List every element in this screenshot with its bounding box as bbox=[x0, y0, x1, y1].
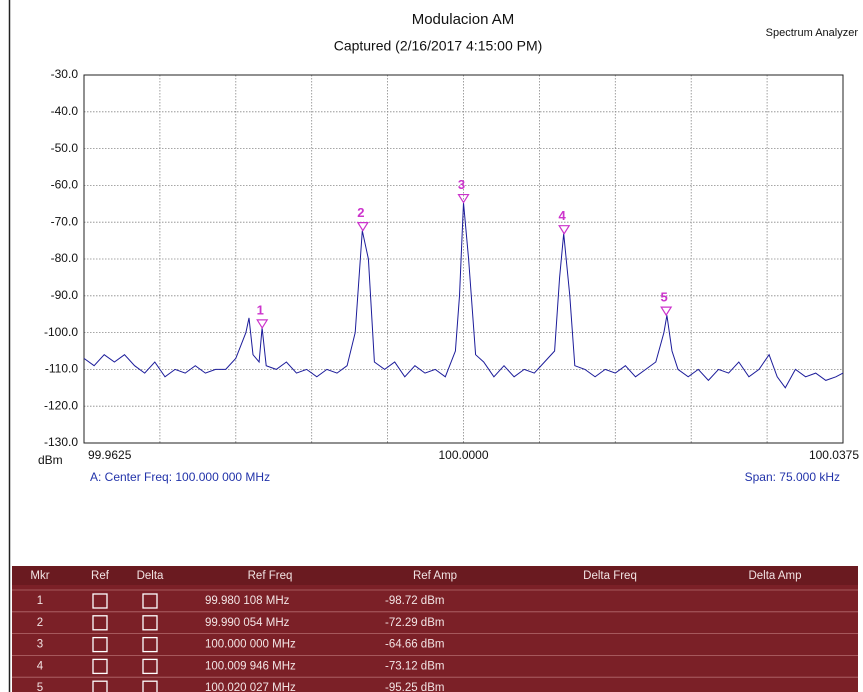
ref-checkbox[interactable] bbox=[92, 593, 108, 609]
delta-checkbox[interactable] bbox=[142, 593, 158, 609]
column-header: Mkr bbox=[30, 570, 49, 582]
marker-label: 1 bbox=[257, 302, 264, 317]
column-header: Ref Freq bbox=[248, 570, 293, 582]
table-header bbox=[12, 566, 858, 585]
chart-title: Modulacion AM bbox=[412, 11, 515, 28]
ref-freq: 100.000 000 MHz bbox=[205, 639, 296, 651]
marker-label: 5 bbox=[661, 290, 668, 305]
y-tick-label: -130.0 bbox=[44, 435, 78, 449]
marker-label: 3 bbox=[458, 177, 465, 192]
delta-checkbox[interactable] bbox=[142, 636, 158, 653]
x-tick-label: 100.0375 bbox=[809, 448, 859, 462]
column-header: Delta Amp bbox=[748, 570, 801, 582]
y-tick-label: -120.0 bbox=[44, 398, 78, 412]
y-tick-label: -70.0 bbox=[51, 214, 79, 228]
ref-checkbox[interactable] bbox=[92, 636, 108, 653]
x-tick-label: 99.9625 bbox=[88, 448, 132, 462]
marker-label: 2 bbox=[357, 205, 364, 220]
marker-triangle bbox=[660, 306, 673, 317]
ref-amp: -72.29 dBm bbox=[385, 617, 444, 629]
ref-amp: -98.72 dBm bbox=[385, 595, 444, 607]
center-freq: A: Center Freq: 100.000 000 MHz bbox=[90, 470, 270, 484]
y-tick-label: -110.0 bbox=[45, 362, 78, 376]
ref-amp: -64.66 dBm bbox=[385, 639, 444, 651]
column-header: Delta Freq bbox=[583, 570, 637, 582]
ref-freq: 99.980 108 MHz bbox=[205, 595, 290, 607]
y-tick-label: -90.0 bbox=[51, 288, 79, 302]
y-tick-label: -60.0 bbox=[51, 178, 79, 192]
y-tick-label: -80.0 bbox=[51, 251, 79, 265]
ref-checkbox[interactable] bbox=[92, 615, 108, 631]
delta-checkbox[interactable] bbox=[142, 680, 158, 692]
plot-frame bbox=[83, 74, 844, 444]
marker-triangle bbox=[256, 319, 269, 330]
delta-checkbox[interactable] bbox=[142, 615, 158, 631]
y-unit: dBm bbox=[38, 453, 63, 467]
ref-freq: 100.020 027 MHz bbox=[205, 682, 296, 692]
marker-triangle bbox=[356, 222, 369, 232]
ref-checkbox[interactable] bbox=[92, 680, 108, 692]
ref-freq: 100.009 946 MHz bbox=[205, 660, 296, 672]
ref-amp: -73.12 dBm bbox=[385, 660, 444, 672]
column-header: Ref Amp bbox=[413, 570, 457, 582]
ref-checkbox[interactable] bbox=[92, 658, 108, 675]
chart-subtitle: Captured (2/16/2017 4:15:00 PM) bbox=[334, 38, 543, 54]
y-tick-label: -40.0 bbox=[51, 104, 79, 118]
marker-triangle bbox=[457, 193, 470, 204]
ref-freq: 99.990 054 MHz bbox=[205, 617, 290, 629]
y-tick-label: -100.0 bbox=[44, 325, 78, 339]
marker-number: 4 bbox=[37, 660, 44, 672]
marker-number: 1 bbox=[37, 595, 43, 607]
y-tick-label: -50.0 bbox=[51, 141, 79, 155]
y-tick-label: -30.0 bbox=[51, 67, 79, 81]
column-header: Delta bbox=[137, 570, 164, 582]
marker-label: 4 bbox=[559, 208, 567, 223]
ref-amp: -95.25 dBm bbox=[385, 682, 444, 692]
marker-triangle bbox=[558, 225, 571, 235]
marker-number: 2 bbox=[37, 617, 43, 629]
app-name: Spectrum Analyzer bbox=[766, 27, 859, 39]
x-tick-label: 100.0000 bbox=[438, 448, 488, 462]
marker-number: 3 bbox=[37, 639, 43, 651]
marker-number: 5 bbox=[37, 682, 43, 692]
column-header: Ref bbox=[91, 570, 110, 582]
span: Span: 75.000 kHz bbox=[745, 470, 840, 484]
delta-checkbox[interactable] bbox=[142, 658, 158, 675]
